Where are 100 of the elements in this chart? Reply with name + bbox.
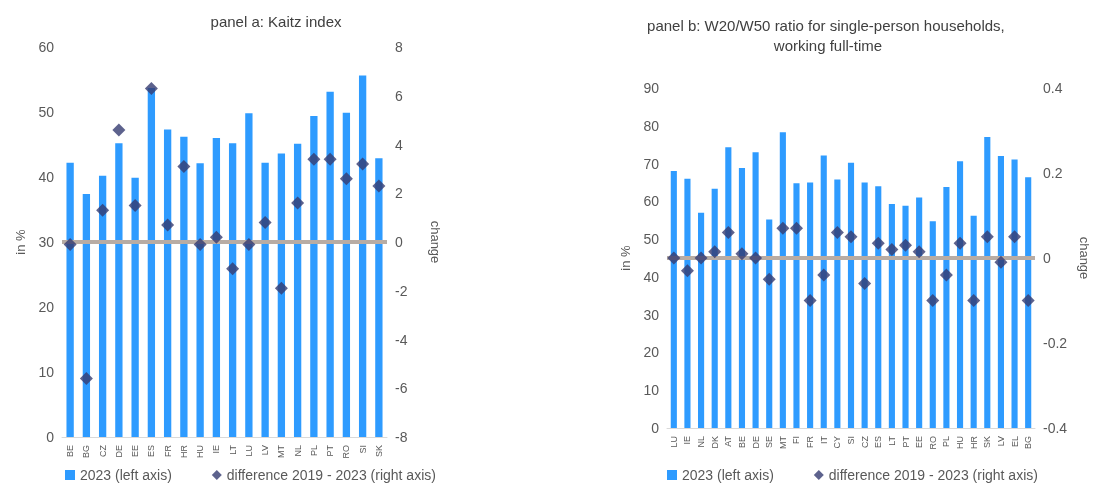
y2-tick-label: 0 [1043, 250, 1051, 266]
x-tick-label: EE [130, 445, 141, 458]
bar [131, 177, 139, 437]
y2-tick-label: -0.4 [1043, 420, 1068, 436]
y-tick-label: 30 [38, 234, 55, 250]
x-tick-label: BE [736, 436, 747, 449]
point [226, 262, 240, 276]
x-tick-label: DK [709, 436, 720, 449]
point [844, 230, 858, 244]
x-tick-label: LU [243, 445, 254, 457]
point [1021, 294, 1035, 307]
point [912, 245, 926, 259]
bar [847, 162, 855, 428]
x-tick-label: AT [723, 435, 734, 447]
x-tick-label: NL [292, 445, 303, 457]
bar [245, 113, 253, 437]
x-tick-label: HR [968, 435, 979, 449]
point [680, 264, 694, 278]
point [193, 237, 207, 251]
point [830, 226, 844, 239]
bar [66, 162, 74, 437]
point [871, 236, 885, 250]
point [79, 372, 93, 385]
bar [956, 161, 964, 428]
bar [180, 136, 188, 437]
x-tick-label: PT [900, 435, 911, 448]
bar [212, 138, 221, 437]
point [128, 198, 142, 212]
x-tick-label: LV [995, 436, 1006, 447]
y2-tick-label: 2 [395, 185, 403, 202]
y-tick-label: 10 [643, 382, 660, 399]
point [274, 281, 288, 295]
point [939, 268, 953, 282]
point [885, 243, 899, 256]
x-tick-label: LT [886, 435, 897, 446]
point [161, 218, 175, 232]
bar [793, 183, 800, 428]
point [789, 221, 803, 235]
point [112, 123, 126, 137]
x-tick-label: FI [791, 436, 802, 444]
point [339, 172, 353, 186]
point [762, 272, 776, 286]
y2-tick-label: 0.4 [1043, 80, 1063, 96]
y-tick-label: 40 [38, 169, 55, 185]
point [858, 277, 872, 290]
bar [902, 205, 909, 428]
bar [984, 137, 991, 428]
point [667, 251, 681, 265]
x-tick-label: MT [276, 444, 287, 458]
x-tick-label: SI [846, 436, 856, 445]
x-tick-label: NL [696, 436, 707, 448]
bar [326, 91, 334, 437]
point [1008, 230, 1022, 244]
y-axis-title: in % [13, 228, 28, 255]
chart-title: panel b: W20/W50 ratio for single-person households, working full-time [647, 16, 1009, 54]
point [708, 245, 722, 259]
bar [916, 197, 923, 428]
point [899, 238, 913, 252]
bar [277, 153, 286, 437]
point [967, 294, 981, 307]
y-tick-label: 50 [643, 231, 660, 248]
y2-tick-label: -8 [395, 429, 408, 445]
x-tick-label: EE [914, 436, 925, 449]
bar [807, 182, 814, 428]
point [953, 236, 967, 250]
x-tick-label: SI [357, 445, 368, 454]
x-tick-label: PL [308, 445, 319, 457]
bar [1025, 177, 1032, 428]
point [177, 159, 191, 173]
point [980, 230, 994, 244]
legend-label: difference 2019 - 2023 (right axis) [226, 467, 436, 483]
y-tick-label: 80 [643, 117, 660, 134]
point [735, 247, 749, 261]
x-tick-label: ES [146, 445, 157, 458]
x-tick-label: DE [750, 436, 761, 449]
x-tick-label: FR [162, 444, 173, 457]
bar [861, 182, 868, 428]
bar [752, 152, 759, 428]
bar [293, 143, 302, 437]
bar [375, 158, 383, 437]
x-tick-label: EL [1009, 436, 1020, 448]
bar [228, 143, 237, 437]
point [307, 152, 321, 166]
point [694, 251, 708, 265]
y-tick-label: 0 [651, 420, 660, 436]
chart-title: panel a: Kaitz index [210, 12, 342, 30]
point [749, 251, 763, 265]
x-tick-label: DE [113, 445, 124, 458]
bar [738, 168, 746, 428]
y2-tick-label: -6 [395, 380, 408, 397]
bar [358, 75, 367, 437]
y-axis-title: in % [618, 244, 633, 271]
bar [888, 203, 895, 428]
x-tick-label: PL [941, 436, 952, 448]
x-tick-label: LT [227, 444, 238, 455]
x-tick-label: LV [260, 445, 271, 456]
x-tick-label: RO [341, 445, 352, 459]
y2-tick-label: -0.2 [1043, 335, 1068, 351]
x-tick-label: IT [818, 435, 829, 444]
y2-axis-title: change [428, 220, 443, 264]
